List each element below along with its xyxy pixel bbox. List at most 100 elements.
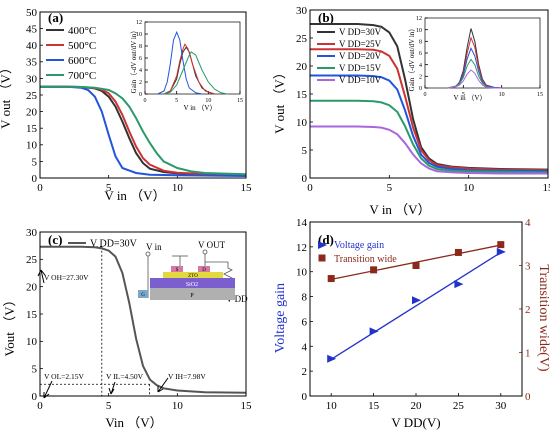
panel-b-inset-xtick-label: 10 (499, 92, 505, 98)
transition-point (455, 249, 462, 256)
panel-c-legend: V DD=30V (68, 239, 138, 250)
panel-b-inset-ylabel: Gain（-dV out/dV in） (408, 25, 416, 92)
legend-gain-label: Voltage gain (334, 240, 384, 251)
panel-a-inset-xtick-label: 5 (175, 98, 178, 104)
panel-b-inset-xtick-label: 15 (537, 92, 543, 98)
panel-a-legend-2-label: 600°C (68, 55, 96, 67)
schematic-vin-label: V in (146, 242, 162, 252)
annotation-voh: V OH=27.30V (44, 273, 89, 282)
panel-b-inset-ytick-label: 6 (419, 51, 422, 57)
panel-b-xtick-label: 5 (387, 182, 393, 194)
panel-b-inset-xtick-label: 0 (424, 92, 427, 98)
panel-c-xtick-label: 5 (106, 400, 112, 412)
panel-a-ytick-label: 20 (26, 106, 38, 118)
panel-b-ytick-label: 20 (296, 61, 308, 73)
panel-c-series-line-0 (40, 247, 246, 393)
panel-a-inset-xtick-label: 15 (237, 98, 243, 104)
panel-d-ytick-label: 10 (296, 267, 308, 279)
panel-a-inset-ytick-label: 4 (139, 68, 142, 74)
panel-c-ytick-label: 25 (26, 254, 38, 266)
annotation-vol: V OL=2.15V (44, 372, 85, 381)
panel-c-xlabel: Vin （V） (105, 415, 162, 430)
panel-b-inset-xtick-label: 5 (462, 92, 465, 98)
panel-c-xtick-label: 10 (172, 400, 184, 412)
panel-b-ylabel: V out （V） (272, 66, 287, 134)
panel-d-xtick-label: 10 (326, 400, 338, 412)
panel-b-ytick-label: 30 (296, 5, 308, 17)
schematic-drain-label: D (202, 268, 206, 273)
schematic-vout-terminal (203, 250, 207, 254)
transition-point (370, 266, 377, 273)
annotation-vil: V IL=4.50V (106, 372, 144, 381)
panel-d-ytick-label: 6 (302, 316, 308, 328)
panel-a-xlabel: V in （V） (104, 188, 165, 203)
panel-c-xtick-label: 0 (37, 400, 43, 412)
panel-a-ytick-label: 40 (26, 40, 38, 52)
panel-a-xtick-label: 0 (37, 182, 43, 194)
panel-c-ylabel: Vout （V） (2, 294, 17, 357)
panel-c-ytick-label: 15 (26, 309, 38, 321)
panel-d-xtick-label: 20 (411, 400, 423, 412)
panel-b-inset-ytick-label: 4 (419, 63, 422, 69)
panel-a-legend-1-label: 500°C (68, 40, 96, 52)
panel-b-xtick-label: 0 (307, 182, 313, 194)
panel-b-label: (b) (318, 10, 334, 25)
arrow-vol (44, 381, 52, 398)
panel-a-ytick-label: 45 (26, 23, 38, 35)
panel-b-inset-ytick-label: 8 (419, 39, 422, 45)
legend-transition-marker (319, 255, 326, 262)
panel-a-ytick-label: 35 (26, 57, 38, 69)
panel-b-xtick-label: 10 (463, 182, 475, 194)
annotation-vih: V IH=7.98V (168, 372, 206, 381)
panel-d-ytick-label: 8 (302, 292, 308, 304)
transition-point (328, 275, 335, 282)
panel-d-xlabel: V DD(V) (391, 415, 440, 430)
panel-b-ytick-label: 0 (302, 173, 308, 185)
gain-point (370, 327, 379, 335)
panel-d: (d) V DD(V) Voltage gain Transition wide… (273, 217, 550, 430)
gain-point (454, 280, 463, 288)
transition-point (413, 262, 420, 269)
panel-a-ytick-label: 5 (32, 156, 38, 168)
panel-b-ytick-label: 10 (296, 117, 308, 129)
panel-d-y2tick-label: 2 (525, 304, 531, 316)
panel-c-xtick-label: 15 (241, 400, 253, 412)
panel-b-inset-ytick-label: 10 (416, 28, 422, 34)
device-schematic: V in V OUT V DD ZTO S D SiO2 P G (138, 240, 248, 304)
panel-d-ytick-label: 2 (302, 366, 308, 378)
schematic-source-label: S (176, 268, 179, 273)
panel-b-legend-2-label: V DD=20V (339, 51, 382, 61)
panel-c-ytick-label: 20 (26, 282, 38, 294)
panel-b-inset-ytick-label: 2 (419, 74, 422, 80)
panel-d-y2tick-label: 0 (525, 391, 531, 403)
panel-d-y2tick-label: 4 (525, 217, 531, 229)
panel-b-inset-ytick-label: 12 (416, 16, 422, 22)
panel-b-legend-3-label: V DD=15V (339, 63, 382, 73)
panel-d-y2tick-label: 1 (525, 348, 531, 360)
panel-a-ytick-label: 30 (26, 73, 38, 85)
panel-b-inset-xlabel: V in （V） (454, 94, 487, 102)
schematic-gate-label: G (141, 293, 145, 298)
panel-b-ytick-label: 5 (302, 145, 308, 157)
legend-transition-label: Transition wide (334, 254, 397, 265)
arrow-vih (158, 378, 168, 392)
panel-b-xlabel: V in （V） (369, 202, 430, 217)
panel-a-inset-frame (145, 22, 240, 94)
transition-point (497, 241, 504, 248)
panel-b-ytick-label: 25 (296, 33, 308, 45)
panel-a-inset-ytick-label: 10 (136, 32, 142, 38)
panel-b-legend-4-label: V DD=10V (339, 75, 382, 85)
gain-point (327, 355, 336, 363)
panel-b-xtick-label: 15 (543, 182, 550, 194)
panel-c-ytick-label: 5 (32, 364, 38, 376)
panel-a-ytick-label: 25 (26, 90, 38, 102)
panel-a-ytick-label: 10 (26, 140, 38, 152)
panel-b-legend-1-label: V DD=25V (339, 39, 382, 49)
schematic-vin-terminal (146, 252, 150, 256)
panel-a-inset-ytick-label: 6 (139, 56, 142, 62)
